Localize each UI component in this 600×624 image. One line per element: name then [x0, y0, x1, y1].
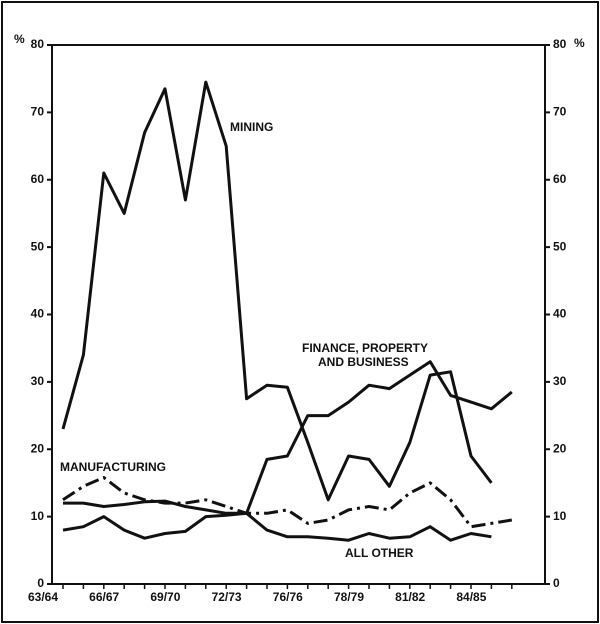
x-tick-label: 63/64 — [28, 590, 58, 604]
x-tick-label: 69/70 — [150, 590, 180, 604]
y-tick-label: 50 — [31, 239, 45, 253]
y2-tick-label: 60 — [553, 172, 567, 186]
y2-tick-label: 20 — [553, 441, 567, 455]
y2-tick-label: 80 — [553, 37, 567, 51]
series-line — [62, 511, 492, 542]
series-label: AND BUSINESS — [318, 355, 409, 369]
y-tick-label: 0 — [37, 576, 44, 590]
y2-tick-label: 50 — [553, 239, 567, 253]
y2-tick-label: 40 — [553, 307, 567, 321]
y-tick-label: 60 — [31, 172, 45, 186]
y-tick-label: 70 — [31, 105, 45, 119]
x-tick-label: 78/79 — [334, 590, 364, 604]
series-line — [63, 360, 513, 515]
y-tick-label: 10 — [31, 509, 45, 523]
y2-tick-label: 70 — [553, 105, 567, 119]
y-unit: % — [14, 32, 25, 46]
series-label: MINING — [230, 120, 273, 134]
y-tick-label: 30 — [31, 374, 45, 388]
y-tick-label: 80 — [31, 37, 45, 51]
series-label: FINANCE, PROPERTY — [302, 341, 428, 355]
x-tick-label: 66/67 — [89, 590, 119, 604]
series-label: ALL OTHER — [345, 546, 414, 560]
series-label: MANUFACTURING — [60, 460, 166, 474]
series-line — [62, 476, 513, 529]
y-tick-label: 20 — [31, 441, 45, 455]
y2-tick-label: 0 — [553, 576, 560, 590]
x-tick-label: 84/85 — [456, 590, 486, 604]
x-tick-label: 81/82 — [395, 590, 425, 604]
y-tick-label: 40 — [31, 307, 45, 321]
y2-unit: % — [574, 36, 585, 50]
series-line — [61, 80, 493, 502]
x-tick-label: 76/76 — [273, 590, 303, 604]
x-tick-label: 72/73 — [212, 590, 242, 604]
y2-tick-label: 30 — [553, 374, 567, 388]
y2-tick-label: 10 — [553, 509, 567, 523]
